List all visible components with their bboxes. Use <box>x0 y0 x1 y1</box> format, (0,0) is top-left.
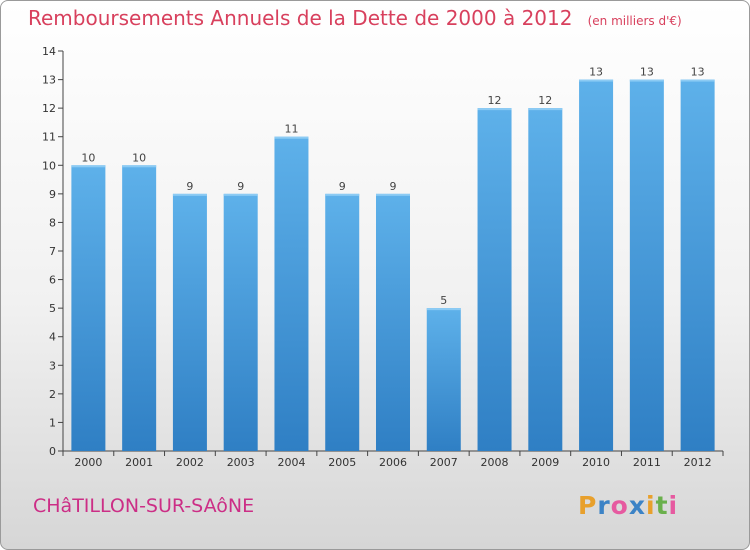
bar <box>172 193 207 451</box>
x-tick-label: 2006 <box>379 456 407 469</box>
bar-value-label: 10 <box>132 151 146 164</box>
bar <box>629 79 664 452</box>
bar-value-label: 9 <box>390 180 397 193</box>
logo-letter: t <box>655 491 669 520</box>
bar <box>325 193 360 451</box>
bar-highlight <box>579 79 614 82</box>
bar-value-label: 9 <box>339 180 346 193</box>
x-tick-label: 2008 <box>481 456 509 469</box>
bar <box>426 308 461 451</box>
bar <box>71 165 106 452</box>
bar-value-label: 10 <box>81 151 95 164</box>
bar-highlight <box>122 165 157 168</box>
x-tick-label: 2012 <box>684 456 712 469</box>
x-tick-label: 2003 <box>227 456 255 469</box>
x-tick-label: 2001 <box>125 456 153 469</box>
chart-title: Remboursements Annuels de la Dette de 20… <box>28 6 573 30</box>
bar-value-label: 5 <box>440 294 447 307</box>
commune-name: CHâTILLON-SUR-SAôNE <box>33 495 255 517</box>
y-tick-label: 6 <box>49 274 56 287</box>
y-tick-label: 5 <box>49 302 56 315</box>
y-tick-label: 0 <box>49 445 56 458</box>
y-tick-label: 8 <box>49 216 56 229</box>
logo-letter: i <box>646 491 656 520</box>
chart-header: Remboursements Annuels de la Dette de 20… <box>28 6 682 30</box>
y-tick-label: 13 <box>42 74 56 87</box>
x-tick-label: 2004 <box>277 456 305 469</box>
logo-letter: x <box>628 491 646 520</box>
bar-value-label: 11 <box>284 123 298 136</box>
bar-highlight <box>680 79 715 82</box>
bar <box>528 108 563 452</box>
x-tick-label: 2011 <box>633 456 661 469</box>
x-tick-label: 2009 <box>531 456 559 469</box>
bar <box>477 108 512 452</box>
x-tick-label: 2002 <box>176 456 204 469</box>
x-tick-label: 2005 <box>328 456 356 469</box>
bar-value-label: 12 <box>538 94 552 107</box>
y-tick-label: 3 <box>49 359 56 372</box>
x-tick-label: 2007 <box>430 456 458 469</box>
x-tick-label: 2000 <box>74 456 102 469</box>
bar-value-label: 13 <box>589 66 603 79</box>
chart-unit: (en milliers d'€) <box>587 14 682 28</box>
bar <box>122 165 157 452</box>
bar-value-label: 9 <box>237 180 244 193</box>
logo-letter: o <box>610 491 629 520</box>
bar-highlight <box>629 79 664 82</box>
y-tick-label: 9 <box>49 188 56 201</box>
bar-highlight <box>426 308 461 311</box>
y-tick-label: 1 <box>49 416 56 429</box>
y-tick-label: 4 <box>49 331 56 344</box>
bar-highlight <box>528 108 563 111</box>
bar <box>680 79 715 452</box>
bar-highlight <box>477 108 512 111</box>
bar <box>579 79 614 452</box>
x-tick-label: 2010 <box>582 456 610 469</box>
logo-letter: P <box>578 491 598 520</box>
y-tick-label: 2 <box>49 388 56 401</box>
bar-highlight <box>71 165 106 168</box>
y-tick-label: 14 <box>42 45 56 58</box>
y-tick-label: 7 <box>49 245 56 258</box>
proxiti-logo: Proxiti <box>578 491 678 520</box>
logo-letter: i <box>668 491 679 520</box>
bar <box>274 136 309 451</box>
bar <box>223 193 258 451</box>
bar-highlight <box>274 136 309 139</box>
bar <box>376 193 410 451</box>
bar-highlight <box>325 193 360 196</box>
logo-letter: r <box>597 491 611 520</box>
bar-value-label: 9 <box>186 180 193 193</box>
bar-value-label: 13 <box>640 66 654 79</box>
y-tick-label: 11 <box>42 131 56 144</box>
y-tick-label: 12 <box>42 102 56 115</box>
bar-value-label: 13 <box>691 66 705 79</box>
bar-value-label: 12 <box>488 94 502 107</box>
bar-highlight <box>172 193 207 196</box>
bar-highlight <box>376 193 410 196</box>
y-tick-label: 10 <box>42 159 56 172</box>
bar-highlight <box>223 193 258 196</box>
